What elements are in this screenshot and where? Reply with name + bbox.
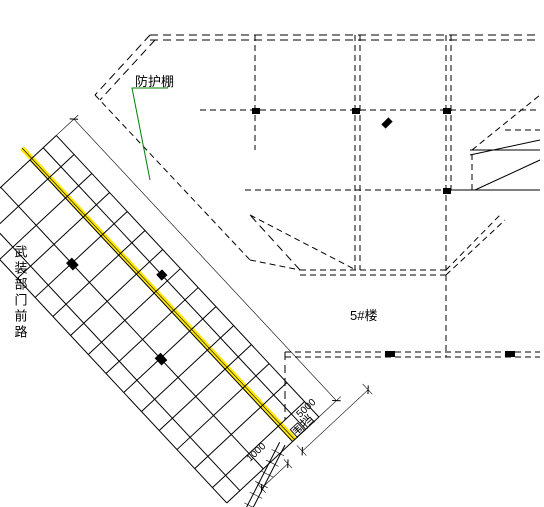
dim-1000: 1000 bbox=[245, 441, 269, 465]
label-canopy: 防护棚 bbox=[135, 74, 174, 89]
protective-canopy-scaffold bbox=[0, 135, 319, 503]
svg-text:武装部门前路: 武装部门前路 bbox=[13, 245, 28, 341]
canopy-leader bbox=[132, 88, 168, 180]
site-plan-drawing: 防护棚 5#楼 围挡 5000 1000 武装部门前路 bbox=[0, 0, 544, 507]
label-road: 武装部门前路 bbox=[13, 245, 28, 341]
dimension-lines bbox=[54, 113, 374, 495]
label-building: 5#楼 bbox=[350, 308, 377, 323]
